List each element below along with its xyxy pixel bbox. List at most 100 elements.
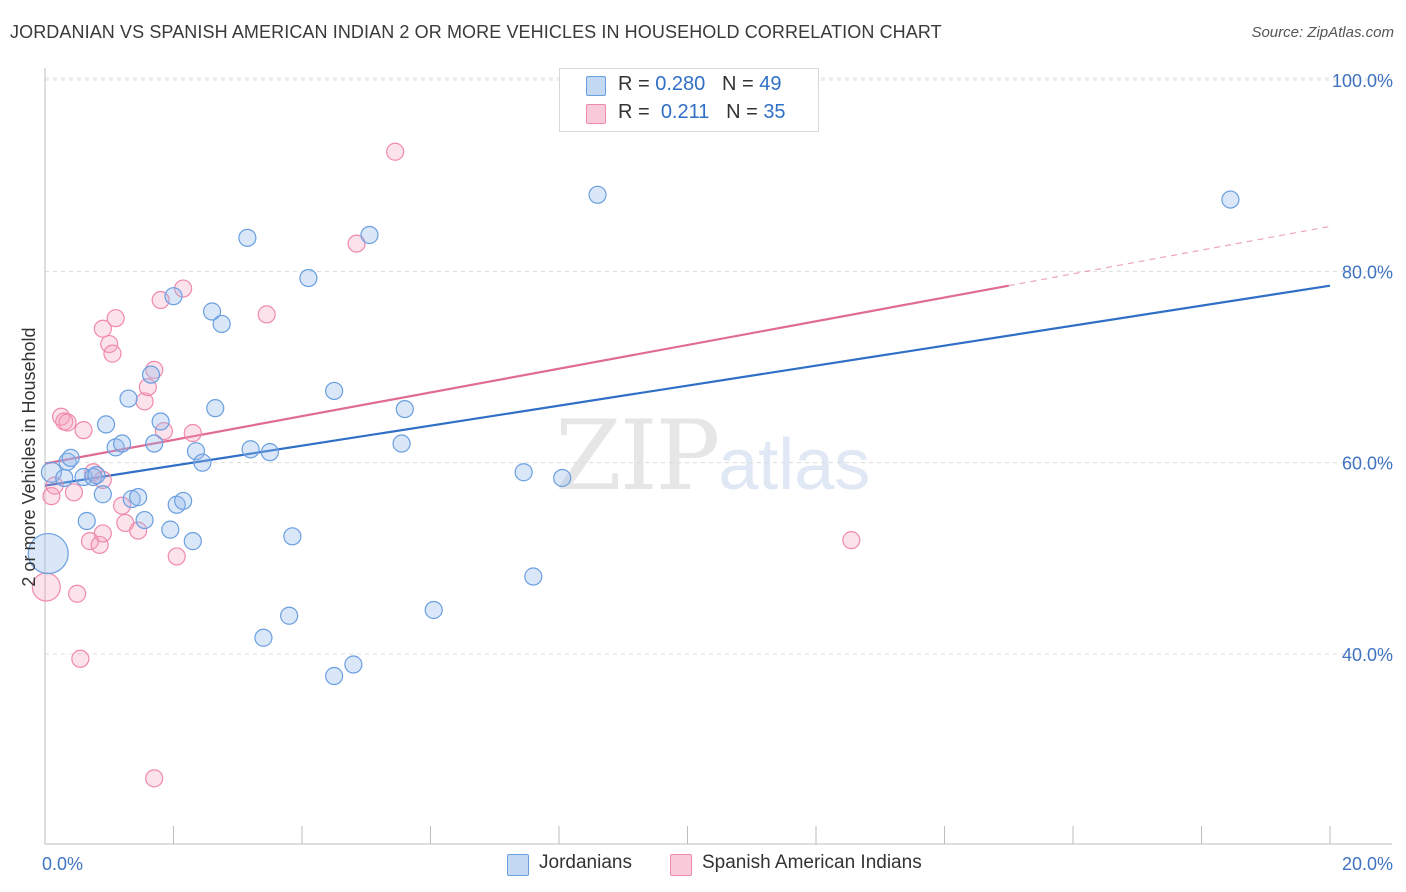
legend-n-label: N = [721,73,754,95]
legend-r-label: R = [618,101,650,123]
point-jordanians [1221,190,1240,209]
point-jordanians [40,461,63,483]
point-jordanians [193,453,212,472]
point-spanish [842,531,861,550]
point-jordanians [112,434,132,453]
point-spanish [93,524,112,543]
legend-swatch-spanish [586,104,606,124]
point-jordanians [77,511,96,531]
point-jordanians [164,287,183,306]
point-jordanians [55,468,74,488]
point-jordanians [141,365,161,384]
point-jordanians [238,228,257,247]
point-jordanians [151,412,170,431]
point-jordanians [280,606,299,625]
y-tick-label: 80.0% [1342,262,1393,282]
point-spanish [167,547,186,566]
point-spanish [112,496,132,515]
trend-line-spanish [44,284,1009,465]
point-spanish [174,279,193,298]
point-jordanians [206,399,225,418]
tick-labels: 40.0% 60.0% 80.0% 100.0% 0.0% 20.0% [42,71,1393,874]
legend-n-value-spanish: 35 [763,101,786,123]
point-jordanians [588,185,607,204]
point-jordanians [524,567,543,586]
point-jordanians [161,520,180,539]
point-jordanians [183,532,202,551]
point-jordanians [325,666,344,686]
point-jordanians [260,443,279,462]
legend-swatch-jordanians [586,76,606,96]
point-jordanians [186,442,206,461]
point-jordanians [84,467,103,487]
point-spanish [129,521,148,540]
stats-legend: R = 0.280 N = 49 R = 0.211 N = 35 [559,68,819,132]
point-jordanians [299,268,318,288]
point-jordanians [553,468,572,488]
point-spanish [90,535,109,555]
point-jordanians [202,302,222,321]
point-jordanians [283,527,302,546]
point-jordanians [424,600,443,620]
watermark: ZIPatlas [555,400,870,512]
point-spanish [257,305,276,324]
source-label: Source: ZipAtlas.com [1251,24,1394,41]
bottom-legend-label-jordanians: Jordanians [539,852,632,873]
y-axis-label: 2 or more Vehicles in Household [19,327,39,586]
point-jordanians [360,225,379,245]
point-jordanians [145,434,164,453]
legend-r-value-spanish: 0.211 [660,101,710,123]
point-jordanians [61,448,80,467]
point-spanish [100,334,119,354]
point-jordanians [241,440,260,459]
point-jordanians [212,314,231,334]
watermark-atlas: atlas [718,425,871,505]
trend-lines [44,225,1331,487]
point-jordanians [119,389,138,408]
chart-title: JORDANIAN VS SPANISH AMERICAN INDIAN 2 O… [10,22,942,42]
point-jordanians [325,381,344,401]
x-tick-label: 20.0% [1342,854,1393,874]
point-spanish [71,649,90,668]
point-jordanians [129,488,148,507]
legend-n-value-jordanians: 49 [759,73,782,95]
data-points [27,142,1240,788]
point-jordanians [93,485,112,504]
point-jordanians [27,532,69,575]
grid-lines [45,77,1392,655]
point-jordanians [122,489,141,509]
point-spanish [386,142,405,161]
x-tick-label: 0.0% [42,854,83,874]
point-jordanians [392,434,411,453]
bottom-legend-label-spanish: Spanish American Indians [702,852,922,873]
watermark-zip: ZIP [555,400,720,512]
point-spanish [103,344,122,363]
y-tick-label: 100.0% [1332,71,1393,91]
point-jordanians [96,415,116,434]
point-spanish [64,483,84,502]
y-tick-label: 40.0% [1342,645,1393,665]
trend-line-jordanians [44,284,1331,487]
point-spanish [154,421,173,441]
point-spanish [106,309,125,328]
point-spanish [74,421,93,440]
legend-r-value-jordanians: 0.280 [655,73,706,95]
bottom-legend-swatch-jordanians [507,854,529,876]
point-jordanians [514,463,533,482]
point-jordanians [254,628,273,647]
point-spanish [84,463,103,482]
legend-n-label: N = [726,101,758,123]
point-jordanians [87,466,106,485]
point-spanish [347,234,366,253]
bottom-legend-swatch-spanish [670,854,692,876]
point-jordanians [135,510,154,530]
point-spanish [45,476,64,495]
point-spanish [93,319,112,338]
point-spanish [42,487,61,506]
legend-r-label: R = [618,73,650,95]
axes [44,68,1392,845]
trend-line-spanish-extension [1008,225,1331,287]
y-tick-label: 60.0% [1342,454,1393,474]
point-jordanians [174,491,193,511]
